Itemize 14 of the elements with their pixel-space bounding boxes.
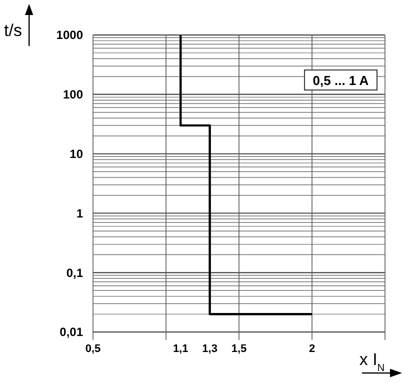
x-tick-label: 1,1	[172, 343, 188, 355]
y-tick-label: 100	[62, 88, 84, 102]
x-tick-label: 0,5	[85, 343, 101, 355]
annotation: 0,5 ... 1 A	[312, 73, 370, 88]
x-tick-label: 1,5	[231, 343, 247, 355]
y-tick-label: 1000	[56, 28, 84, 42]
y-tick-label: 0,01	[60, 325, 84, 340]
y-tick-label: 10	[70, 147, 84, 161]
y-tick-label: 1	[76, 206, 84, 220]
y-tick-label: 0,1	[66, 266, 84, 280]
y-axis-title: t/s	[4, 21, 22, 40]
x-tick-label: 1,3	[202, 343, 218, 355]
x-tick-label: 2	[308, 343, 316, 355]
x-axis-title: x I$_{N}$	[359, 350, 385, 374]
